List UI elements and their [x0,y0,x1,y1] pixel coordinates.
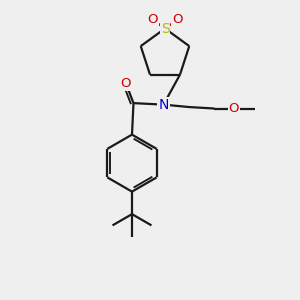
Text: S: S [160,22,169,35]
Text: O: O [229,102,239,115]
Text: O: O [172,13,183,26]
Text: O: O [147,13,158,26]
Text: O: O [121,77,131,90]
Text: N: N [158,98,169,112]
